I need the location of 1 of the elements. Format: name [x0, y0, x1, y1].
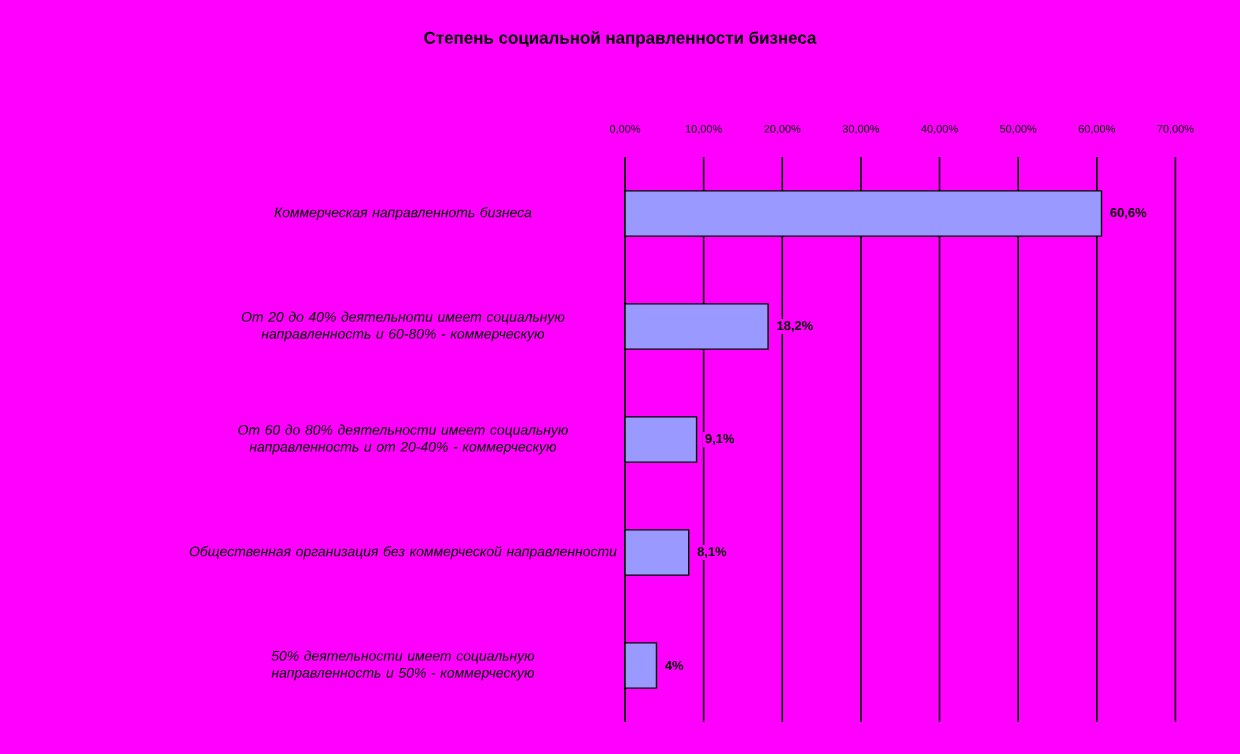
chart-title: Степень социальной направленности бизнеса	[424, 31, 817, 48]
